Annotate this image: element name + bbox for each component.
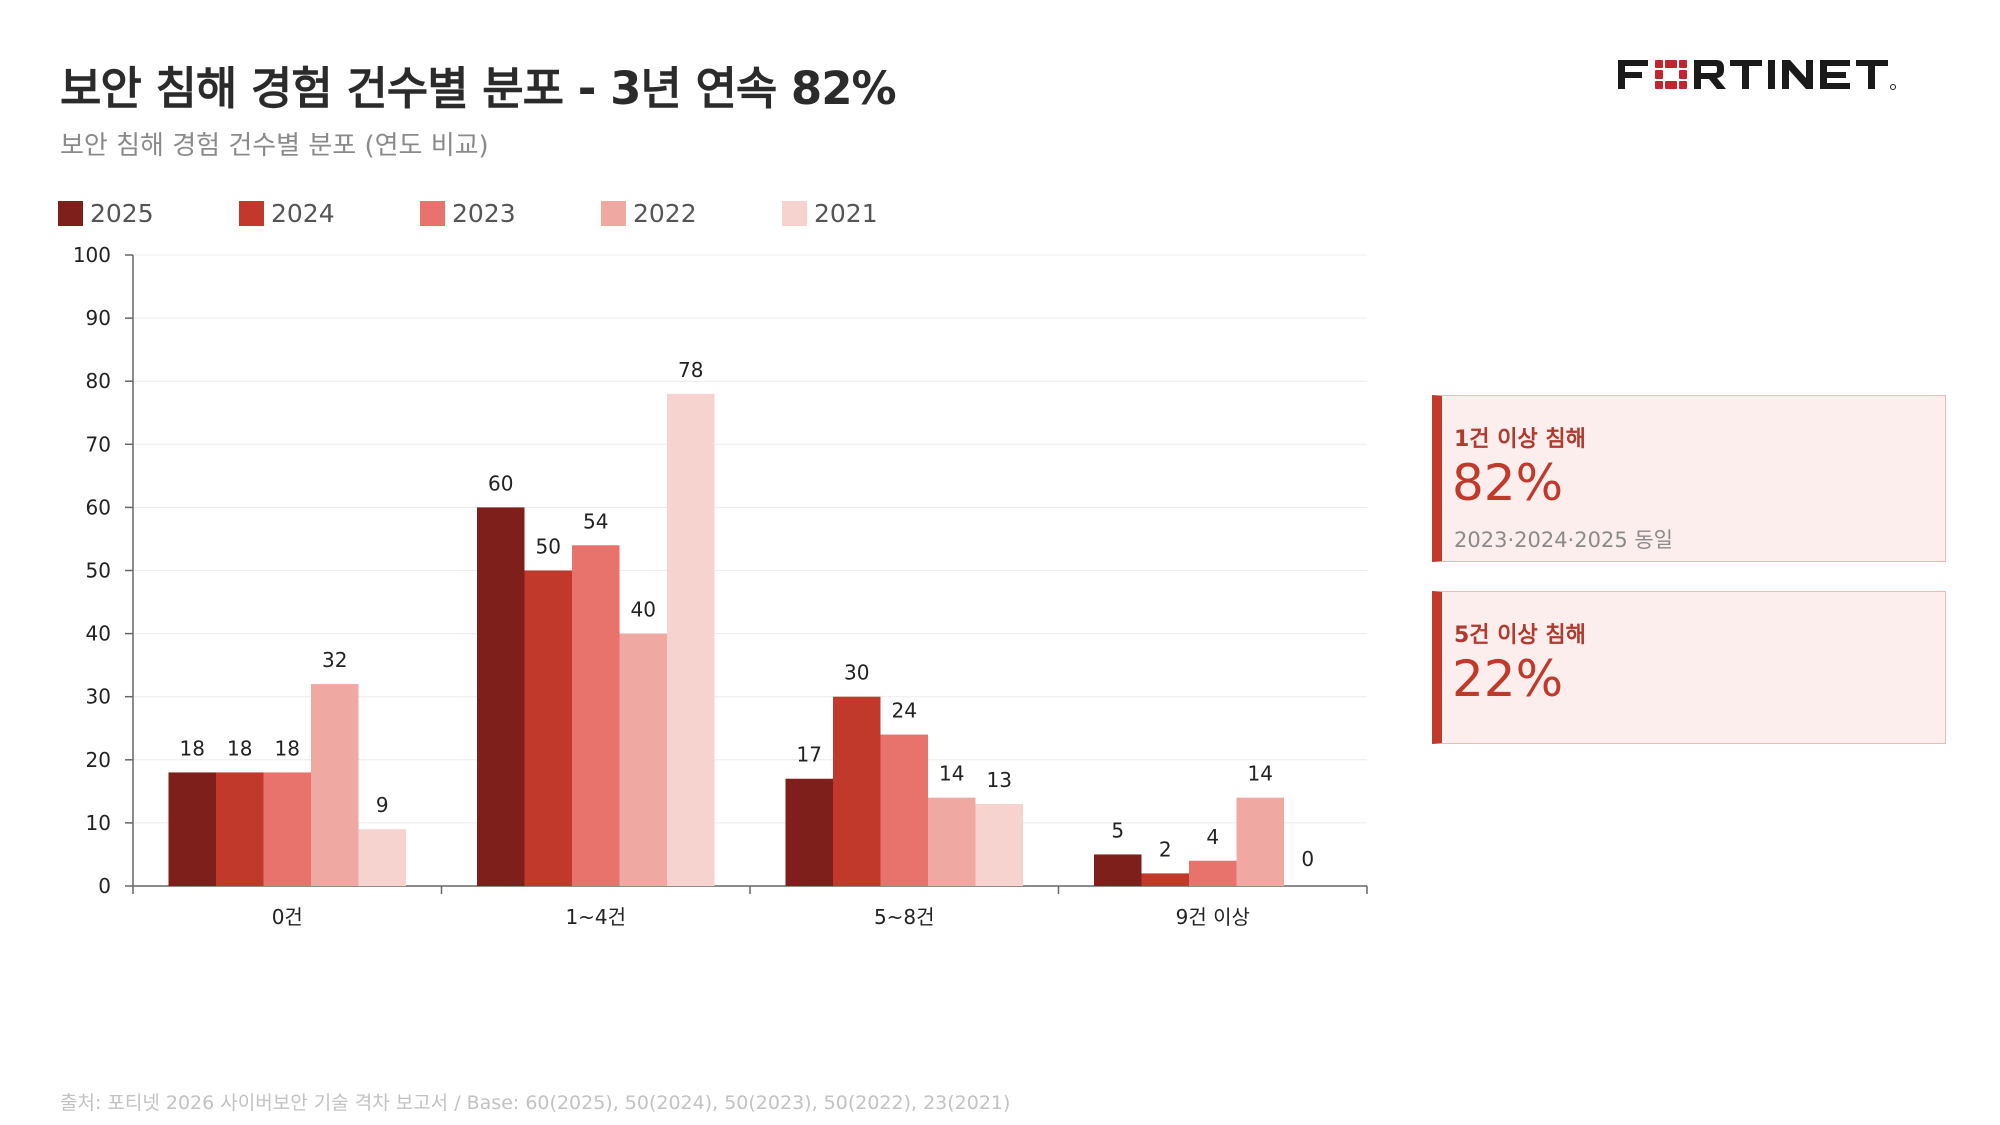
fortinet-logo <box>1618 60 1896 90</box>
x-tick-label: 0건 <box>272 905 303 929</box>
bar-2024 <box>1141 873 1189 886</box>
bar-2025 <box>785 778 833 886</box>
legend-label: 2025 <box>90 199 154 228</box>
page-title: 보안 침해 경험 건수별 분포 - 3년 연속 82% <box>60 62 897 115</box>
bar-2022 <box>311 684 359 886</box>
data-label: 30 <box>844 661 869 685</box>
stat-card-five-plus: 5건 이상 침해 22% <box>1432 591 1946 744</box>
x-tick-label: 5~8건 <box>874 905 935 929</box>
data-label: 18 <box>275 736 300 760</box>
legend-swatch-2023 <box>420 201 445 226</box>
bar-2023 <box>263 772 311 886</box>
legend-item-2022: 2022 <box>601 199 697 228</box>
data-label: 32 <box>322 648 347 672</box>
data-label: 18 <box>227 736 252 760</box>
data-label: 24 <box>892 699 917 723</box>
card-label: 5건 이상 침해 <box>1454 623 1586 648</box>
bar-2023 <box>880 734 928 886</box>
bar-2025 <box>1094 854 1142 886</box>
card-label: 1건 이상 침해 <box>1454 427 1586 452</box>
y-tick-label: 10 <box>86 811 111 835</box>
data-label: 14 <box>1248 762 1273 786</box>
bar-2022 <box>1236 797 1284 886</box>
data-label: 50 <box>536 535 561 559</box>
bar-2021 <box>667 393 715 886</box>
bar-2021 <box>975 803 1023 886</box>
y-tick-label: 50 <box>86 559 111 583</box>
y-tick-label: 90 <box>86 306 111 330</box>
legend-label: 2021 <box>814 199 878 228</box>
x-tick-label: 9건 이상 <box>1176 905 1250 929</box>
legend-swatch-2022 <box>601 201 626 226</box>
stat-card-one-plus: 1건 이상 침해 82% 2023·2024·2025 동일 <box>1432 395 1946 562</box>
bar-2022 <box>928 797 976 886</box>
data-label: 18 <box>180 736 205 760</box>
bar-2024 <box>216 772 264 886</box>
y-tick-label: 20 <box>86 748 111 772</box>
data-label: 14 <box>939 762 964 786</box>
legend-item-2024: 2024 <box>239 199 335 228</box>
card-value: 22% <box>1452 650 1564 708</box>
legend-label: 2024 <box>271 199 335 228</box>
source-note: 출처: 포티넷 2026 사이버보안 기술 격차 보고서 / Base: 60(… <box>60 1092 1011 1114</box>
legend-swatch-2025 <box>58 201 83 226</box>
data-label: 4 <box>1206 825 1219 849</box>
y-tick-label: 80 <box>86 369 111 393</box>
legend-label: 2023 <box>452 199 516 228</box>
legend-item-2023: 2023 <box>420 199 516 228</box>
legend-item-2021: 2021 <box>782 199 878 228</box>
card-note: 2023·2024·2025 동일 <box>1454 528 1673 552</box>
data-label: 78 <box>678 358 703 382</box>
y-tick-label: 60 <box>86 495 111 519</box>
bar-2023 <box>572 545 620 886</box>
y-tick-label: 0 <box>98 874 111 898</box>
data-label: 5 <box>1111 818 1124 842</box>
y-tick-label: 70 <box>86 432 111 456</box>
bar-2021 <box>358 829 406 886</box>
bar-2022 <box>619 633 667 886</box>
bar-2023 <box>1189 860 1237 886</box>
legend-swatch-2024 <box>239 201 264 226</box>
data-label: 0 <box>1301 847 1314 871</box>
bar-2024 <box>833 696 881 886</box>
y-tick-label: 30 <box>86 685 111 709</box>
legend-item-2025: 2025 <box>58 199 154 228</box>
data-label: 40 <box>631 598 656 622</box>
card-value: 82% <box>1452 454 1564 512</box>
page-subtitle: 보안 침해 경험 건수별 분포 (연도 비교) <box>60 131 489 161</box>
legend-label: 2022 <box>633 199 697 228</box>
data-label: 54 <box>583 509 608 533</box>
data-label: 13 <box>987 768 1012 792</box>
data-label: 17 <box>797 743 822 767</box>
legend-swatch-2021 <box>782 201 807 226</box>
bar-2025 <box>477 507 525 886</box>
data-label: 60 <box>488 471 513 495</box>
y-tick-label: 100 <box>73 243 111 267</box>
bar-2024 <box>524 570 572 886</box>
bar-2025 <box>168 772 216 886</box>
y-tick-label: 40 <box>86 622 111 646</box>
x-tick-label: 1~4건 <box>565 905 626 929</box>
data-label: 2 <box>1159 837 1172 861</box>
data-label: 9 <box>376 793 389 817</box>
